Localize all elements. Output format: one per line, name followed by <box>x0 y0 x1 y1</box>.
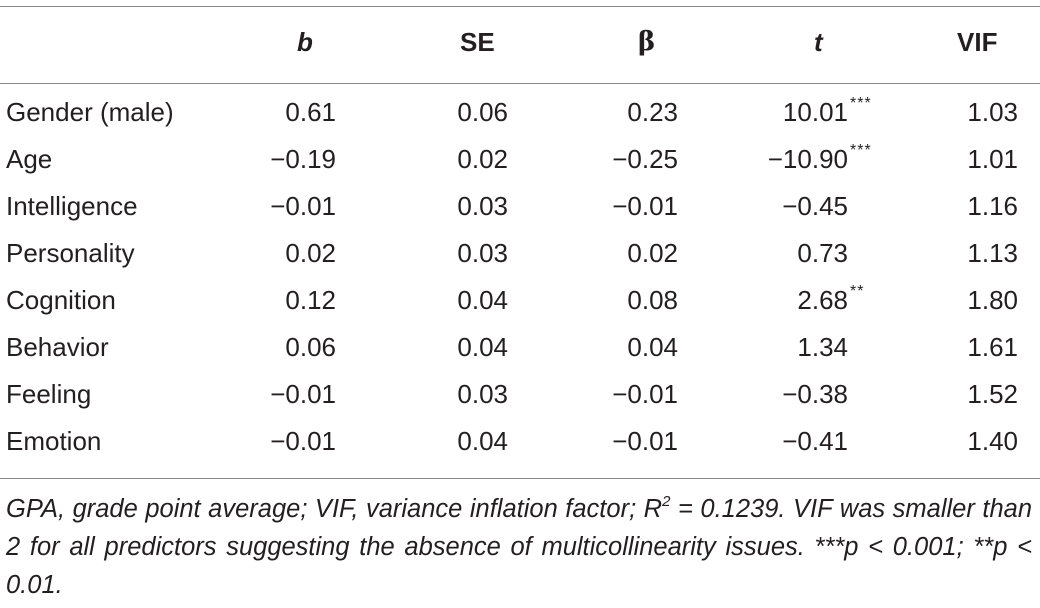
footnote-text-1: GPA, grade point average; VIF, variance … <box>6 495 663 523</box>
cell-beta: 0.04 <box>627 332 678 362</box>
table-top-rule <box>0 6 1040 7</box>
table-bottom-rule <box>0 478 1040 479</box>
row-label: Gender (male) <box>6 97 174 127</box>
cell-t: −0.38 <box>782 379 848 409</box>
cell-beta: −0.01 <box>612 379 678 409</box>
table-row: Emotion −0.01 0.04 −0.01 −0.41 1.40 <box>0 421 1040 461</box>
footnote-superscript: 2 <box>662 492 671 510</box>
cell-se: 0.02 <box>457 144 508 174</box>
row-label: Feeling <box>6 379 92 409</box>
header-se: SE <box>460 27 495 57</box>
cell-se: 0.04 <box>457 285 508 315</box>
cell-t: 10.01 <box>782 97 848 127</box>
cell-b: −0.01 <box>270 426 336 456</box>
cell-beta: −0.25 <box>612 144 678 174</box>
cell-b: 0.61 <box>285 97 336 127</box>
table-row: Gender (male) 0.61 0.06 0.23 10.01 1.03 *** <box>0 92 1040 132</box>
table-row: Behavior 0.06 0.04 0.04 1.34 1.61 <box>0 327 1040 367</box>
table-header-rule <box>0 83 1040 84</box>
cell-t: 2.68 <box>797 285 848 315</box>
cell-beta: −0.01 <box>612 426 678 456</box>
table-row: Age −0.19 0.02 −0.25 −10.90 1.01 *** <box>0 139 1040 179</box>
cell-t: −10.90 <box>767 144 848 174</box>
row-label: Behavior <box>6 332 109 362</box>
table-row: Personality 0.02 0.03 0.02 0.73 1.13 <box>0 233 1040 273</box>
header-t: t <box>814 27 823 57</box>
significance-marker: ** <box>850 283 865 300</box>
table-row: Feeling −0.01 0.03 −0.01 −0.38 1.52 <box>0 374 1040 414</box>
cell-vif: 1.61 <box>967 332 1018 362</box>
cell-b: −0.01 <box>270 379 336 409</box>
cell-se: 0.03 <box>457 238 508 268</box>
significance-marker: *** <box>850 95 872 112</box>
cell-beta: 0.08 <box>627 285 678 315</box>
row-label: Emotion <box>6 426 102 456</box>
cell-se: 0.04 <box>457 332 508 362</box>
cell-beta: 0.02 <box>627 238 678 268</box>
cell-t: 0.73 <box>797 238 848 268</box>
cell-vif: 1.01 <box>967 144 1018 174</box>
significance-marker: *** <box>850 142 872 159</box>
table-footnote: GPA, grade point average; VIF, variance … <box>6 490 1032 604</box>
row-label: Personality <box>6 238 135 268</box>
cell-beta: 0.23 <box>627 97 678 127</box>
cell-se: 0.04 <box>457 426 508 456</box>
cell-b: −0.01 <box>270 191 336 221</box>
header-beta: β <box>638 27 656 57</box>
table-row: Cognition 0.12 0.04 0.08 2.68 1.80 ** <box>0 280 1040 320</box>
cell-b: −0.19 <box>270 144 336 174</box>
cell-b: 0.02 <box>285 238 336 268</box>
row-label: Age <box>6 144 53 174</box>
table-row: Intelligence −0.01 0.03 −0.01 −0.45 1.16 <box>0 186 1040 226</box>
cell-b: 0.12 <box>285 285 336 315</box>
header-b: b <box>297 27 313 57</box>
footnote-text-2: = 0.1239. VIF was smaller than 2 for all… <box>6 495 1033 599</box>
cell-se: 0.03 <box>457 379 508 409</box>
header-vif: VIF <box>957 27 998 57</box>
cell-vif: 1.16 <box>967 191 1018 221</box>
cell-vif: 1.80 <box>967 285 1018 315</box>
cell-vif: 1.40 <box>967 426 1018 456</box>
cell-se: 0.03 <box>457 191 508 221</box>
row-label: Cognition <box>6 285 116 315</box>
cell-vif: 1.13 <box>967 238 1018 268</box>
cell-beta: −0.01 <box>612 191 678 221</box>
cell-t: −0.41 <box>782 426 848 456</box>
cell-t: −0.45 <box>782 191 848 221</box>
cell-vif: 1.03 <box>967 97 1018 127</box>
cell-t: 1.34 <box>797 332 848 362</box>
cell-b: 0.06 <box>285 332 336 362</box>
row-label: Intelligence <box>6 191 138 221</box>
cell-vif: 1.52 <box>967 379 1018 409</box>
cell-se: 0.06 <box>457 97 508 127</box>
